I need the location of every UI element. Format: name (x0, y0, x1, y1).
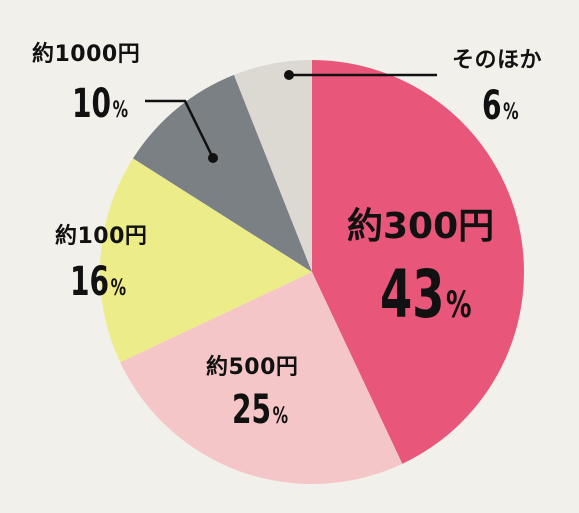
slice-100 (99, 158, 312, 363)
slice-label-500: 約500円 (206, 355, 299, 380)
slice-500 (120, 272, 403, 484)
slice-value-500: 25% (232, 387, 289, 433)
slice-label-300: 約300円 (347, 206, 495, 247)
slice-value-300: 43% (380, 256, 472, 333)
slice-label-1000: 約1000円 (32, 42, 141, 67)
slice-1000 (133, 74, 312, 272)
leader-dot-other (284, 70, 294, 80)
slice-label-other: そのほか (452, 48, 543, 73)
slice-label-100: 約100円 (55, 224, 148, 249)
leader-line-1000 (145, 99, 215, 159)
slice-value-other: 6% (482, 83, 519, 129)
slice-other (233, 60, 312, 272)
slice-300 (312, 60, 524, 464)
slice-value-1000: 10% (72, 81, 129, 127)
slice-value-100: 16% (70, 259, 127, 305)
leader-dot-1000 (208, 153, 218, 163)
